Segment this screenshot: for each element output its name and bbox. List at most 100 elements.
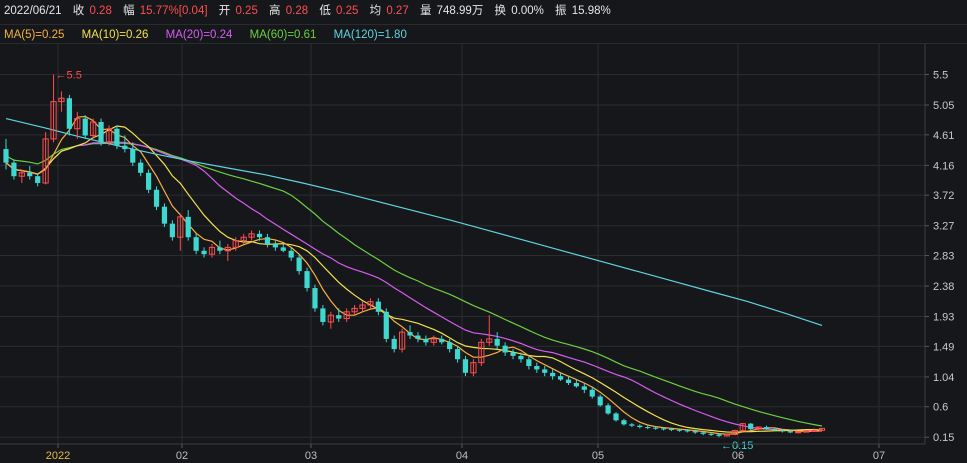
candlestick-chart[interactable]: ←5.5 ←0.15 5.5 5.05 4.61 4.16 3.72 3.27 2.83 2.3… [0, 44, 967, 463]
candle-body [542, 369, 548, 373]
candle-body [383, 311, 389, 339]
candle-body [803, 430, 810, 433]
axes: 5.5 5.05 4.61 4.16 3.72 3.27 2.83 2.38 1.93 1.49 1… [0, 44, 954, 462]
candle-body [731, 429, 738, 436]
x-tick-label: 05 [592, 450, 604, 462]
candle-body [138, 162, 144, 173]
candle-body [716, 434, 722, 436]
candle-body [795, 431, 802, 434]
candle-body [114, 128, 120, 146]
candle-body [581, 386, 587, 390]
candle-body [447, 342, 453, 350]
candle-body [58, 97, 65, 103]
candle-body [779, 430, 785, 432]
candle-body [169, 223, 175, 238]
candle-body [423, 338, 429, 343]
low-value: 0.25 [336, 5, 359, 17]
moving-average-lines [5, 115, 823, 435]
candle-body [98, 121, 104, 143]
candle-body [320, 308, 326, 322]
candle-body [454, 349, 461, 360]
amplitude-label: 振 [555, 5, 567, 17]
candle-body [201, 250, 207, 255]
candle-body [629, 424, 635, 426]
candle-body [668, 429, 675, 431]
candle-body [573, 382, 580, 387]
change-label: 幅 [123, 5, 135, 17]
candle-body [66, 98, 72, 129]
candle-body [470, 362, 477, 374]
ma20-line [5, 141, 822, 432]
candle-body [312, 288, 318, 309]
x-tick-label: 02 [176, 450, 188, 462]
candle-body [494, 338, 500, 346]
x-tick-label: 07 [873, 450, 885, 462]
candle-body [336, 315, 342, 319]
high-label: 高 [269, 5, 281, 17]
quote-info-bar: 2022/06/21 收 0.28 幅 15.77%[0.04] 开 0.25 … [0, 0, 967, 22]
candle-body [478, 341, 485, 364]
high-price-annotation: ←5.5 [56, 70, 82, 82]
candle-body [565, 379, 572, 383]
candle-body [510, 352, 516, 356]
candle-body [343, 311, 350, 320]
candle-body [708, 433, 714, 435]
candle-body [42, 138, 49, 184]
y-tick-label: 3.27 [933, 221, 954, 233]
candle-body [280, 247, 286, 251]
candle-body [771, 429, 778, 431]
candle-body [550, 372, 556, 377]
candle-body [700, 432, 706, 434]
candle-body [288, 250, 294, 258]
y-tick-label: 3.72 [933, 190, 954, 202]
y-tick-label: 5.5 [933, 70, 948, 82]
candle-body [232, 240, 239, 248]
y-tick-label: 1.04 [933, 372, 954, 384]
candle-body [153, 189, 160, 207]
y-tick-label: 0.15 [933, 432, 954, 444]
candle-body [130, 149, 136, 163]
candle-body [660, 428, 667, 430]
candle-body [748, 423, 754, 430]
ma60-line [5, 142, 823, 427]
candle-body [367, 301, 374, 306]
close-label: 收 [72, 5, 85, 17]
candle-body [399, 331, 406, 350]
candle-body [723, 434, 731, 437]
candle-body [3, 149, 9, 163]
candle-body [18, 172, 25, 177]
candle-body [763, 427, 770, 430]
low-label: 低 [319, 5, 331, 17]
candle-body [407, 332, 413, 336]
candle-body [50, 101, 57, 140]
candle-body [645, 427, 651, 429]
candle-body [82, 118, 88, 136]
candle-body [208, 246, 216, 255]
avg-label: 均 [369, 5, 382, 17]
candle-body [264, 237, 271, 244]
candle-body [462, 359, 469, 373]
candle-body [391, 338, 397, 350]
y-tick-label: 2.83 [933, 251, 954, 263]
candle-body [605, 405, 611, 414]
candle-body [739, 423, 746, 431]
candle-body [74, 118, 81, 130]
candle-body [105, 128, 113, 143]
candle-body [217, 247, 223, 251]
candles [3, 74, 826, 438]
candle-body [818, 427, 826, 431]
turnover-value: 0.00% [511, 5, 544, 17]
change-value: 15.77%[0.04] [139, 5, 208, 17]
candle-body [256, 233, 263, 238]
candle-body [534, 366, 540, 370]
candle-body [621, 420, 627, 425]
x-tick-label: 06 [732, 450, 744, 462]
candle-body [161, 206, 168, 224]
candle-body [327, 314, 334, 323]
candle-body [304, 271, 310, 289]
candle-body [557, 376, 564, 380]
turnover-label: 换 [494, 5, 507, 17]
candle-body [359, 304, 366, 309]
y-tick-label: 4.16 [933, 160, 954, 172]
x-tick-label: 2022 [46, 450, 70, 462]
